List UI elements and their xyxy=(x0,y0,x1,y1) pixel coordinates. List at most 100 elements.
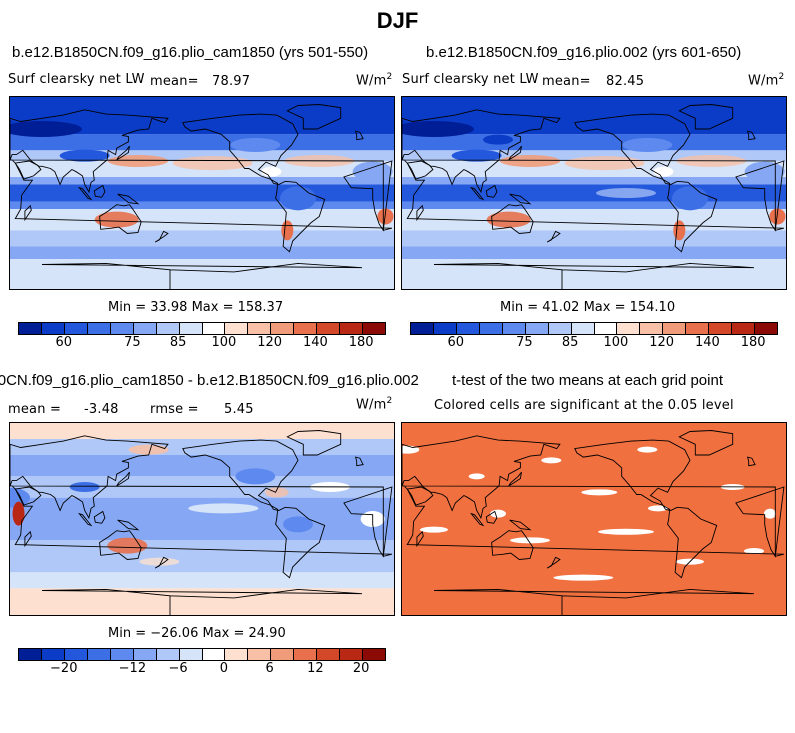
colorbar-swatch xyxy=(179,649,203,660)
colorbar-swatch xyxy=(156,649,180,660)
field-band xyxy=(10,423,394,439)
field-anomaly xyxy=(598,528,654,535)
colorbar-swatch xyxy=(19,649,42,660)
map-c-svg xyxy=(10,423,394,615)
coastline-borneo xyxy=(93,184,106,198)
panel-c-title: b.e12.B1850CN.f09_g16.plio_cam1850 - b.e… xyxy=(0,372,419,389)
field-anomaly xyxy=(490,509,506,518)
panel-b-title: b.e12.B1850CN.f09_g16.plio.002 (yrs 601-… xyxy=(426,44,742,61)
colorbar-swatch xyxy=(248,323,272,334)
field-anomaly xyxy=(12,501,25,526)
coastline-borneo xyxy=(485,184,498,198)
panel-a-variable: Surf clearsky net LW xyxy=(8,72,145,87)
field-band xyxy=(10,497,394,541)
field-anomaly xyxy=(648,505,668,512)
coastline-antarctica xyxy=(41,588,363,615)
field-anomaly xyxy=(483,134,513,145)
field-anomaly xyxy=(764,508,776,519)
panel-a-title: b.e12.B1850CN.f09_g16.plio_cam1850 (yrs … xyxy=(12,44,369,61)
colorbar-swatch xyxy=(202,323,226,334)
coastline-sumatra xyxy=(78,186,93,201)
coastline-africaWest xyxy=(343,160,393,232)
coastline-newguinea xyxy=(117,193,140,205)
field-anomaly xyxy=(352,161,393,182)
panel-c-mean-value: -3.48 xyxy=(84,402,119,417)
coastline-sumatra xyxy=(78,512,93,527)
colorbar-swatch xyxy=(363,649,385,660)
colorbar-tick-label: 60 xyxy=(447,335,465,350)
field-anomaly xyxy=(283,516,313,533)
field-band xyxy=(10,246,394,260)
field-anomaly xyxy=(59,149,110,162)
coastline-japan xyxy=(508,145,522,161)
field-anomaly xyxy=(500,155,560,167)
colorbar-swatch xyxy=(133,649,157,660)
colorbar-swatch xyxy=(202,649,226,660)
colorbar-swatch xyxy=(340,323,364,334)
colorbar-tick-label: 180 xyxy=(348,335,374,350)
colorbar-swatch xyxy=(755,323,777,334)
field-band xyxy=(10,476,394,498)
coastline-americas xyxy=(182,113,326,253)
field-anomaly xyxy=(280,186,316,211)
coastline-nz xyxy=(546,230,561,243)
panel-c-title-clip: b.e12.B1850CN.f09_g16.plio_cam1850 - b.e… xyxy=(0,372,455,392)
coastline-australia xyxy=(99,530,142,560)
colorbar-swatch xyxy=(271,649,295,660)
field-band xyxy=(10,455,394,477)
coastline-greenland xyxy=(678,430,734,456)
coastline-madagascar xyxy=(24,530,32,548)
field-anomaly xyxy=(596,188,656,198)
colorbar-swatch xyxy=(594,323,618,334)
colorbar-a xyxy=(18,322,386,335)
colorbar-swatch xyxy=(709,323,733,334)
field-anomaly xyxy=(139,557,180,566)
field-anomaly xyxy=(69,482,100,492)
field-anomaly xyxy=(541,457,562,464)
coastline-americas xyxy=(574,113,718,253)
colorbar-tick-label: 12 xyxy=(307,661,324,676)
field-band xyxy=(10,177,394,185)
map-panel-a xyxy=(9,96,395,290)
colorbar-swatch xyxy=(411,323,434,334)
colorbar-tick-label: 100 xyxy=(211,335,237,350)
colorbar-tick-label: 85 xyxy=(169,335,187,350)
colorbar-tick-label: 0 xyxy=(219,661,229,676)
field-band xyxy=(10,201,394,209)
colorbar-swatch xyxy=(225,649,249,660)
field-band xyxy=(10,150,394,161)
colorbar-c xyxy=(18,648,386,661)
colorbar-swatch xyxy=(19,323,42,334)
colorbar-tick-label: 140 xyxy=(694,335,720,350)
coastline-japan xyxy=(116,471,130,487)
colorbar-tick-label: 120 xyxy=(649,335,675,350)
coastline-madagascar xyxy=(416,530,424,548)
coastline-africaEast xyxy=(402,485,785,557)
colorbar-swatch xyxy=(732,323,756,334)
colorbar-swatch xyxy=(87,323,111,334)
field-band xyxy=(402,134,786,151)
coastline-madagascar xyxy=(24,204,32,222)
map-panel-d xyxy=(401,422,787,616)
colorbar-swatch xyxy=(64,649,88,660)
field-band xyxy=(10,230,394,247)
field-anomaly xyxy=(622,138,673,152)
coastline-borneo xyxy=(93,510,106,524)
field-anomaly xyxy=(94,211,139,228)
field-band xyxy=(10,588,394,615)
field-band xyxy=(402,246,786,260)
field-anomaly xyxy=(653,166,674,177)
panel-b-units: W/m2 xyxy=(748,72,785,89)
field-anomaly xyxy=(108,155,168,167)
colorbar-swatch xyxy=(41,649,65,660)
coastline-australia xyxy=(491,530,534,560)
panel-c-units: W/m2 xyxy=(356,396,393,413)
panel-b-mean-value: 82.45 xyxy=(606,74,645,89)
colorbar-swatch xyxy=(156,323,180,334)
coastline-arabia xyxy=(406,160,434,180)
coastline-africaWest xyxy=(343,486,393,558)
map-panel-c xyxy=(9,422,395,616)
field-band xyxy=(10,439,394,455)
panel-a-units: W/m2 xyxy=(356,72,393,89)
field-band xyxy=(10,184,394,202)
